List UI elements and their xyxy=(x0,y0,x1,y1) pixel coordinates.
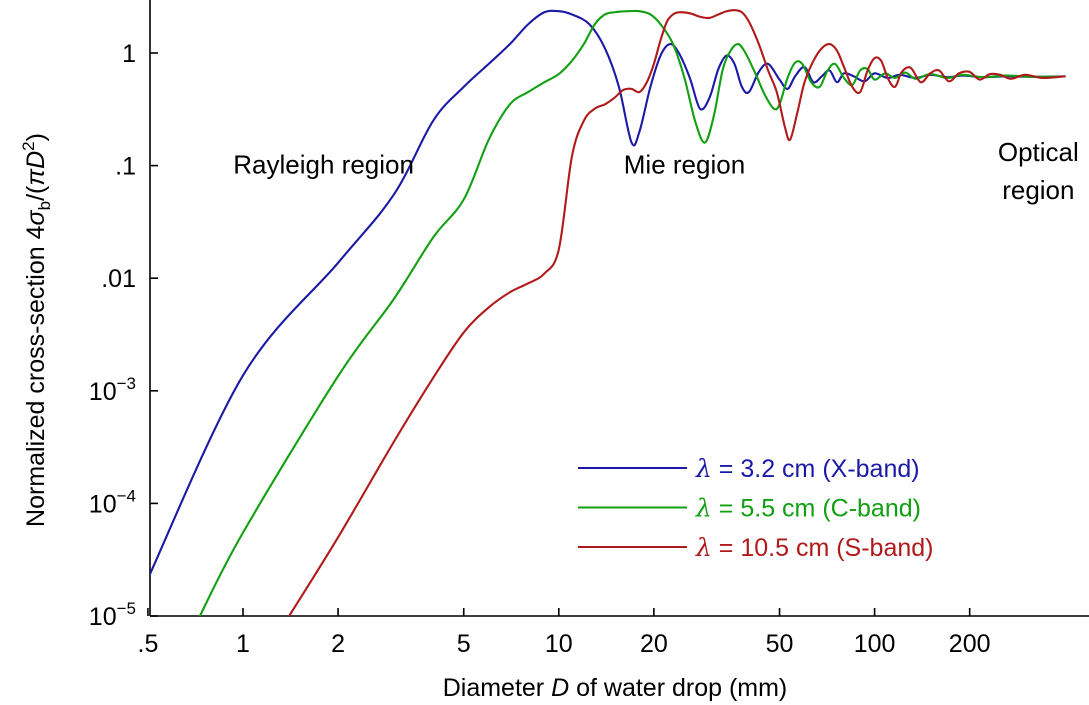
region-label-line: region xyxy=(1002,175,1074,205)
y-tick-exponent: −4 xyxy=(117,486,136,505)
y-tick-label: 10−4 xyxy=(89,486,136,518)
x-tick-label: 5 xyxy=(457,630,471,658)
series-line-0 xyxy=(150,9,1066,577)
x-tick-label: 100 xyxy=(854,630,896,658)
y-tick-base: 1 xyxy=(122,40,136,68)
y-tick-exponent: −5 xyxy=(117,599,136,618)
x-tick-label: .5 xyxy=(138,630,159,658)
y-tick-base: 10 xyxy=(89,603,117,631)
x-tick-label: 200 xyxy=(949,630,991,658)
y-tick-base: .01 xyxy=(101,265,136,293)
y-tick-base: .1 xyxy=(115,153,136,181)
region-label-line: Mie region xyxy=(624,150,745,180)
legend-lambda: λ xyxy=(695,533,712,562)
legend-lambda: λ xyxy=(695,494,712,523)
x-tick-label: 2 xyxy=(331,630,345,658)
y-tick-label: .01 xyxy=(101,265,136,293)
y-axis-title-post: ) xyxy=(22,133,50,141)
region-label-line: Rayleigh region xyxy=(233,150,414,180)
y-tick-exponent: −3 xyxy=(117,374,136,393)
axes xyxy=(149,0,1089,617)
x-tick-label: 10 xyxy=(545,630,573,658)
x-axis-title-post: of water drop (mm) xyxy=(569,674,787,702)
y-axis-title-pre: Normalized cross-section 4 xyxy=(22,225,50,527)
y-axis-title-sub: b xyxy=(35,201,54,210)
legend-lambda: λ xyxy=(695,454,712,483)
y-axis-title-sup: 2 xyxy=(19,141,38,150)
y-axis-title-sigma: σ xyxy=(22,209,50,225)
region-labels: Rayleigh region Mie region Optical region xyxy=(233,137,1079,205)
legend-label-0: λ = 3.2 cm (X-band) xyxy=(695,454,920,483)
y-tick-base: 10 xyxy=(89,490,117,518)
y-axis-title-d: D xyxy=(22,151,50,169)
legend-name: = 3.2 cm (X-band) xyxy=(712,455,920,483)
legend-name: = 10.5 cm (S-band) xyxy=(712,534,934,562)
x-axis-title-var: D xyxy=(551,674,569,702)
y-tick-label: 1 xyxy=(122,40,136,68)
legend: λ = 3.2 cm (X-band)λ = 5.5 cm (C-band)λ … xyxy=(578,454,934,562)
y-tick-base: 10 xyxy=(89,378,117,406)
y-tick-label: .1 xyxy=(115,153,136,181)
y-tick-label: 10−3 xyxy=(89,374,136,406)
x-axis-title-pre: Diameter xyxy=(443,674,551,702)
x-tick-label: 20 xyxy=(640,630,668,658)
series-line-1 xyxy=(198,9,1066,616)
series-layer xyxy=(150,9,1066,616)
y-ticks: 10−510−410−3.01.11 xyxy=(89,40,158,631)
region-label-line: Optical xyxy=(998,137,1079,167)
y-tick-label: 10−5 xyxy=(89,599,136,631)
series-line-2 xyxy=(288,9,1066,616)
x-ticks: .5 1 2 5 10 20 50 100 200 xyxy=(138,608,991,658)
x-axis-title: Diameter D of water drop (mm) xyxy=(443,674,788,702)
y-axis-title: Normalized cross-section 4σb/(πD2) xyxy=(19,133,54,527)
x-tick-label: 50 xyxy=(766,630,794,658)
x-tick-label: 1 xyxy=(236,630,250,658)
y-axis-title-pi: π xyxy=(22,168,50,186)
y-axis-title-mid: /( xyxy=(22,185,50,201)
region-label: Optical region xyxy=(998,137,1079,205)
legend-name: = 5.5 cm (C-band) xyxy=(712,495,921,523)
region-label: Mie region xyxy=(624,150,745,180)
legend-label-2: λ = 10.5 cm (S-band) xyxy=(695,533,934,562)
legend-label-1: λ = 5.5 cm (C-band) xyxy=(695,494,921,523)
region-label: Rayleigh region xyxy=(233,150,414,180)
